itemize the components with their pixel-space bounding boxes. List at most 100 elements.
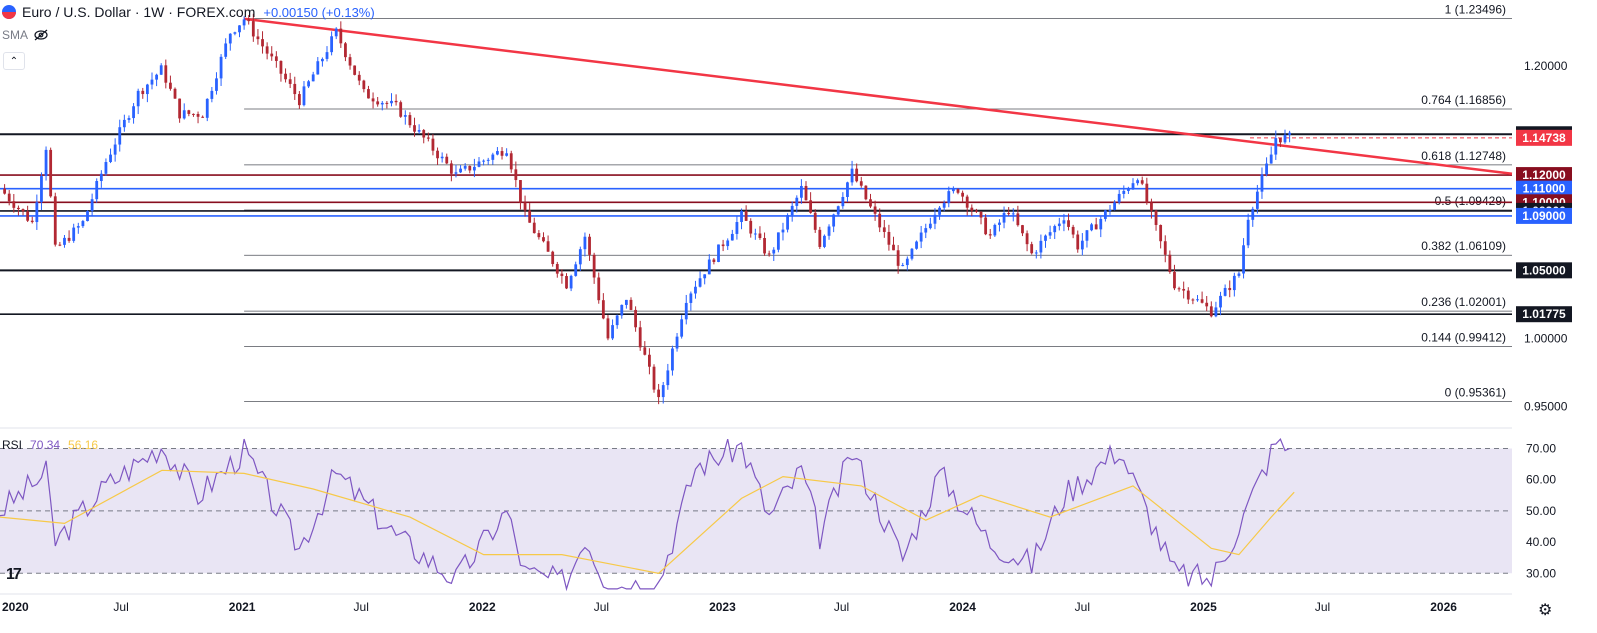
sma-indicator-legend[interactable]: SMA [2, 28, 48, 42]
candle-278 [1283, 129, 1287, 144]
candle-body [740, 211, 743, 223]
candle-body [956, 189, 960, 193]
candle-4 [21, 208, 25, 216]
candle-body [1136, 180, 1140, 184]
candle-body [145, 84, 149, 95]
time-axis[interactable]: 2020 Jul 2021 Jul 2022 Jul 2023 Jul 2024 Jul 2025 J… [0, 593, 1512, 614]
candle-body [652, 366, 656, 390]
candle-body [311, 74, 315, 82]
candle-body [988, 234, 992, 236]
candle-224 [1034, 250, 1038, 259]
candle-body [215, 78, 218, 91]
candle-108 [500, 147, 504, 160]
candle-249 [1150, 198, 1153, 219]
candle-body [933, 214, 937, 224]
candle-248 [1145, 177, 1149, 205]
tradingview-logo[interactable]: 17 [6, 566, 22, 583]
gear-icon[interactable]: ⚙ [1538, 602, 1553, 619]
current-price-badge: 1.14738 [1522, 131, 1566, 145]
candle-body [371, 98, 375, 102]
candle-55 [256, 29, 260, 45]
candle-body [1090, 224, 1093, 231]
candle-body [385, 102, 389, 104]
candle-body [578, 249, 582, 265]
candle-258 [1191, 298, 1195, 305]
candle-body [671, 348, 674, 371]
candle-82 [380, 101, 384, 111]
candle-body [288, 79, 292, 84]
chevron-up-icon[interactable]: ⌃ [3, 52, 25, 70]
candle-50 [233, 31, 237, 36]
candle-137 [634, 306, 637, 332]
candle-body [873, 206, 877, 214]
candle-body [228, 33, 232, 44]
rsi-value: 70.34 [30, 438, 61, 452]
rsi-ma-line [0, 469, 1295, 574]
candle-body [532, 222, 536, 234]
candle-164 [758, 226, 762, 240]
candle-body [1251, 208, 1255, 220]
candle-21 [99, 170, 103, 188]
candle-body [546, 241, 550, 252]
candle-185 [855, 163, 859, 183]
eye-off-icon[interactable] [34, 29, 48, 41]
candle-body [942, 203, 946, 208]
candle-241 [1113, 200, 1116, 211]
candle-body [519, 180, 522, 203]
candle-body [1246, 219, 1250, 246]
candle-body [459, 168, 462, 173]
candle-195 [901, 262, 905, 267]
candle-body [1080, 240, 1084, 250]
price-pane[interactable]: 1 (1.23496) 0.764 (1.16856) 0.618 (1.12748… [0, 3, 1513, 429]
rsi-label[interactable]: RSI [2, 438, 23, 452]
candle-body [657, 389, 661, 398]
candle-75 [348, 53, 352, 70]
candle-body [528, 210, 532, 223]
rsi-tick-2: 50.00 [1526, 504, 1556, 518]
candle-59 [274, 51, 278, 68]
rsi-legend[interactable]: RSI 70.34 56.16 [2, 438, 98, 452]
candle-body [178, 98, 182, 119]
candle-162 [749, 218, 753, 238]
fib-label-5: 0.236 (1.02001) [1421, 295, 1506, 309]
candle-99 [459, 165, 462, 174]
rsi-pane[interactable] [0, 438, 1512, 592]
candle-body [776, 232, 780, 250]
candle-67 [311, 71, 315, 82]
symbol-legend[interactable]: Euro / U.S. Dollar · 1W · FOREX.com +0.0… [2, 3, 375, 21]
price-level-badge-6-bg [1516, 262, 1572, 279]
candle-body [99, 173, 103, 182]
candle-217 [1002, 206, 1006, 229]
candle-46 [215, 72, 218, 95]
candle-141 [652, 364, 656, 393]
candle-93 [431, 134, 435, 156]
candle-136 [629, 297, 633, 311]
candle-body [1168, 254, 1172, 272]
candle-172 [795, 195, 799, 213]
candle-body [864, 185, 868, 200]
price-change: +0.00150 (+0.13%) [263, 4, 375, 20]
candle-body [809, 200, 813, 213]
candle-body [30, 220, 34, 223]
candle-53 [247, 15, 251, 25]
candle-body [620, 304, 624, 316]
candle-body [730, 233, 734, 241]
candle-250 [1154, 209, 1158, 231]
candle-261 [1205, 296, 1209, 312]
candle-body [1062, 220, 1066, 224]
candle-body [1274, 138, 1278, 155]
candle-body [717, 244, 720, 262]
price-axis[interactable]: 1.200001.150001.000000.950001.150001.120… [1516, 59, 1572, 580]
candle-181 [836, 205, 840, 216]
sma-label[interactable]: SMA [2, 28, 29, 42]
candle-20 [95, 178, 99, 203]
candle-45 [210, 86, 214, 103]
candle-30 [141, 87, 145, 99]
candle-5 [26, 205, 30, 223]
symbol-title[interactable]: Euro / U.S. Dollar · 1W · FOREX.com [22, 4, 256, 20]
candle-body [1044, 235, 1047, 241]
time-tick-5: Jul [594, 600, 609, 614]
candle-body [251, 21, 255, 37]
